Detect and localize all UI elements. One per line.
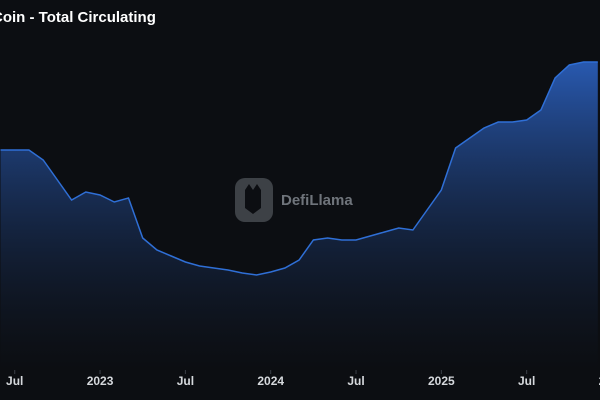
x-tick-label: Jul <box>6 374 23 388</box>
x-tick-label: 2026 <box>599 374 600 388</box>
x-tick-label: Jul <box>518 374 535 388</box>
x-tick-label: 2023 <box>87 374 114 388</box>
watermark: DefiLlama <box>281 192 353 209</box>
area-line <box>0 61 598 276</box>
x-tick-label: 2025 <box>428 374 455 388</box>
watermark-logo <box>235 178 273 222</box>
x-tick-label: 2024 <box>257 374 284 388</box>
chart-title: Coin - Total Circulating <box>0 9 156 26</box>
x-tick-label: Jul <box>177 374 194 388</box>
area-fill <box>0 62 598 370</box>
x-tick-label: Jul <box>347 374 364 388</box>
